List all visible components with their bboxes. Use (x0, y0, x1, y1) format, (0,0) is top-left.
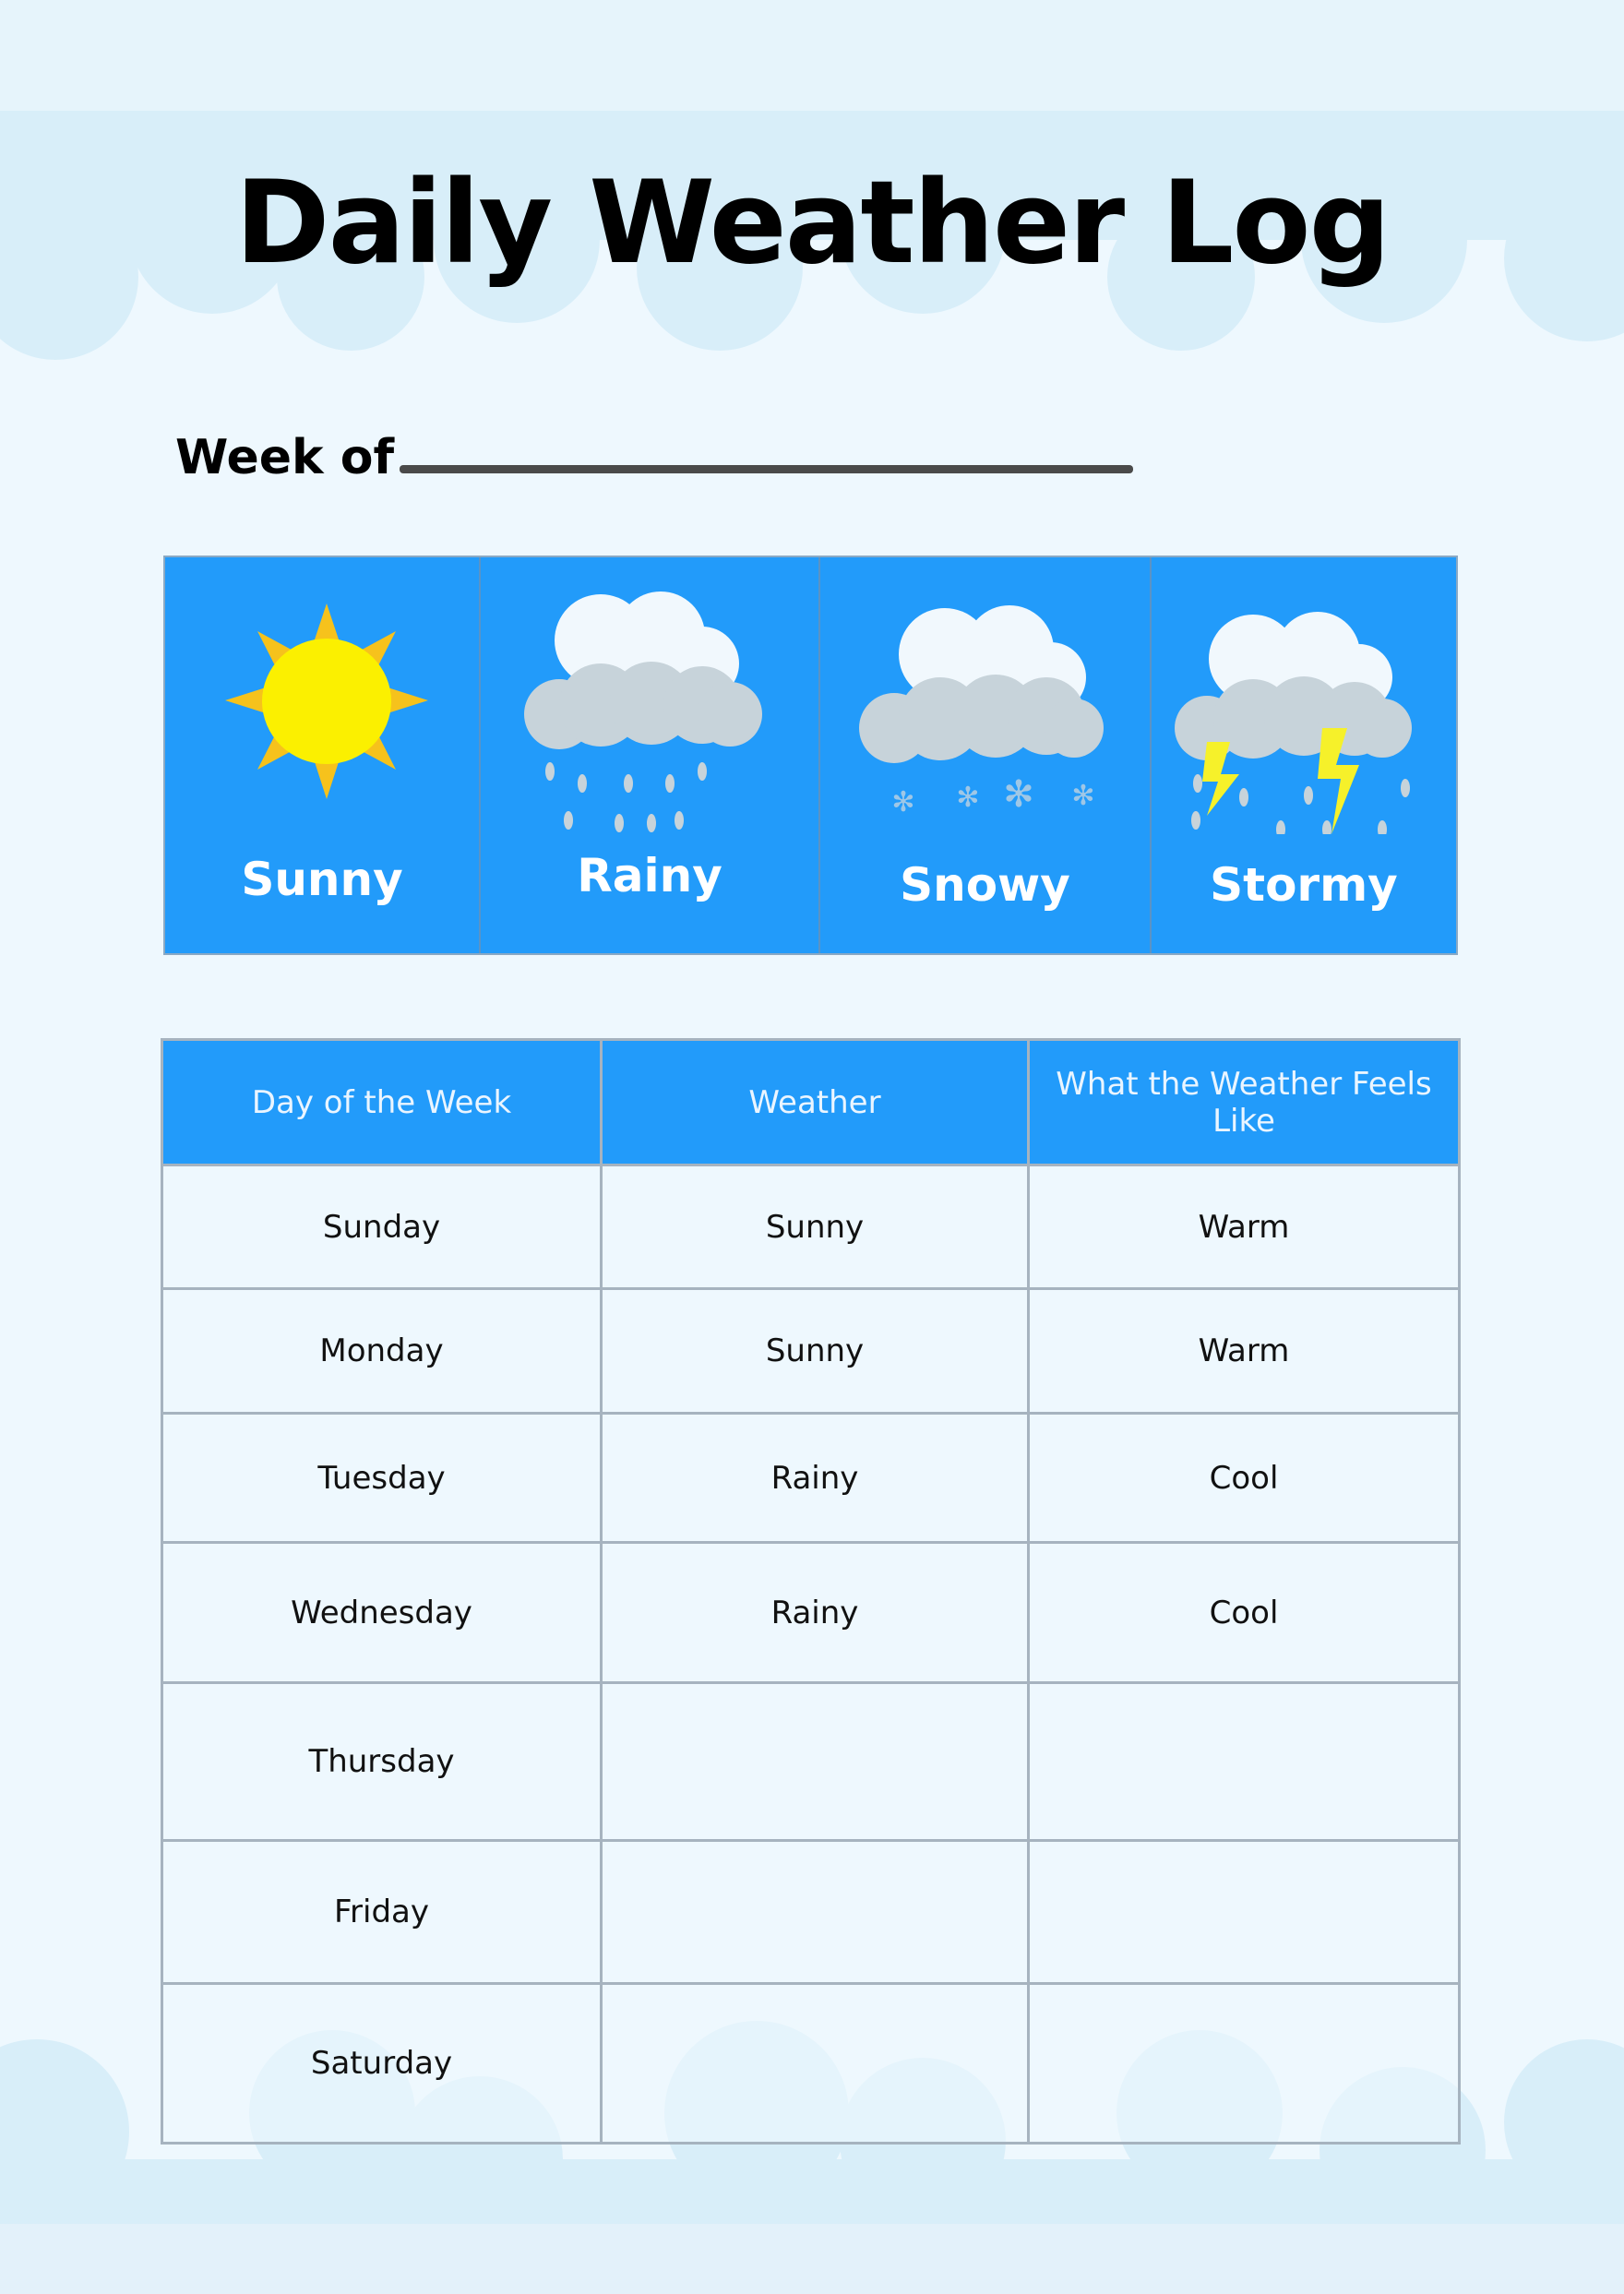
storm-cloud-icon (1174, 612, 1412, 834)
header-feels-like: What the Weather Feels Like (1027, 1038, 1461, 1166)
svg-text:✻: ✻ (1003, 773, 1034, 816)
snow-cloud-icon: ✻✻✻✻✻✻✻ (858, 605, 1104, 834)
page-title: Daily Weather Log (234, 157, 1391, 290)
weather-cell[interactable]: Sunny (600, 1164, 1030, 1290)
sun-icon (225, 603, 428, 799)
legend-label: Rainy (577, 849, 722, 902)
day-cell: Saturday (161, 1982, 603, 2145)
day-cell: Sunday (161, 1164, 603, 1290)
svg-text:✻: ✻ (941, 833, 958, 834)
svg-text:✻: ✻ (1071, 780, 1094, 812)
table-row: Sunday Sunny Warm (161, 1164, 1461, 1290)
week-of-label: Week of (175, 430, 395, 485)
top-cloud-decoration (0, 0, 1624, 360)
legend-rainy: Rainy (481, 557, 820, 953)
day-cell: Thursday (161, 1681, 603, 1842)
week-of-input-line[interactable] (400, 465, 1133, 473)
table-row: Thursday (161, 1681, 1461, 1842)
day-cell: Monday (161, 1287, 603, 1415)
day-cell: Tuesday (161, 1412, 603, 1544)
table-row: Tuesday Rainy Cool (161, 1412, 1461, 1544)
weather-cell[interactable] (600, 1839, 1030, 1985)
feels-like-cell[interactable] (1027, 1681, 1461, 1842)
table-row: Monday Sunny Warm (161, 1287, 1461, 1415)
day-cell: Wednesday (161, 1541, 603, 1684)
legend-label: Snowy (900, 858, 1070, 912)
header-day: Day of the Week (161, 1038, 603, 1166)
feels-like-cell[interactable]: Warm (1027, 1287, 1461, 1415)
svg-text:✻: ✻ (1033, 833, 1050, 834)
weather-legend-panel: Sunny Rainy ✻✻✻✻✻✻✻ Snowy Stormy (163, 556, 1458, 955)
svg-text:✻: ✻ (956, 782, 979, 814)
rain-cloud-icon (524, 591, 763, 832)
legend-sunny: Sunny (165, 557, 482, 953)
feels-like-cell[interactable]: Warm (1027, 1164, 1461, 1290)
table-row: Wednesday Rainy Cool (161, 1541, 1461, 1684)
feels-like-cell[interactable]: Cool (1027, 1541, 1461, 1684)
legend-snowy: ✻✻✻✻✻✻✻ Snowy (820, 557, 1152, 953)
legend-label: Sunny (241, 853, 403, 906)
table-header-row: Day of the Week Weather What the Weather… (161, 1038, 1461, 1166)
table-row: Saturday (161, 1982, 1461, 2145)
svg-text:✻: ✻ (891, 786, 914, 818)
weather-cell[interactable] (600, 1982, 1030, 2145)
weather-cell[interactable] (600, 1681, 1030, 1842)
weather-cell[interactable]: Rainy (600, 1412, 1030, 1544)
feels-like-cell[interactable]: Cool (1027, 1412, 1461, 1544)
legend-label: Stormy (1210, 858, 1398, 912)
table-row: Friday (161, 1839, 1461, 1985)
header-weather: Weather (600, 1038, 1030, 1166)
feels-like-cell[interactable] (1027, 1982, 1461, 2145)
legend-stormy: Stormy (1152, 557, 1456, 953)
feels-like-cell[interactable] (1027, 1839, 1461, 1985)
weather-log-table: Day of the Week Weather What the Weather… (161, 1038, 1461, 2145)
weather-cell[interactable]: Sunny (600, 1287, 1030, 1415)
day-cell: Friday (161, 1839, 603, 1985)
weather-cell[interactable]: Rainy (600, 1541, 1030, 1684)
